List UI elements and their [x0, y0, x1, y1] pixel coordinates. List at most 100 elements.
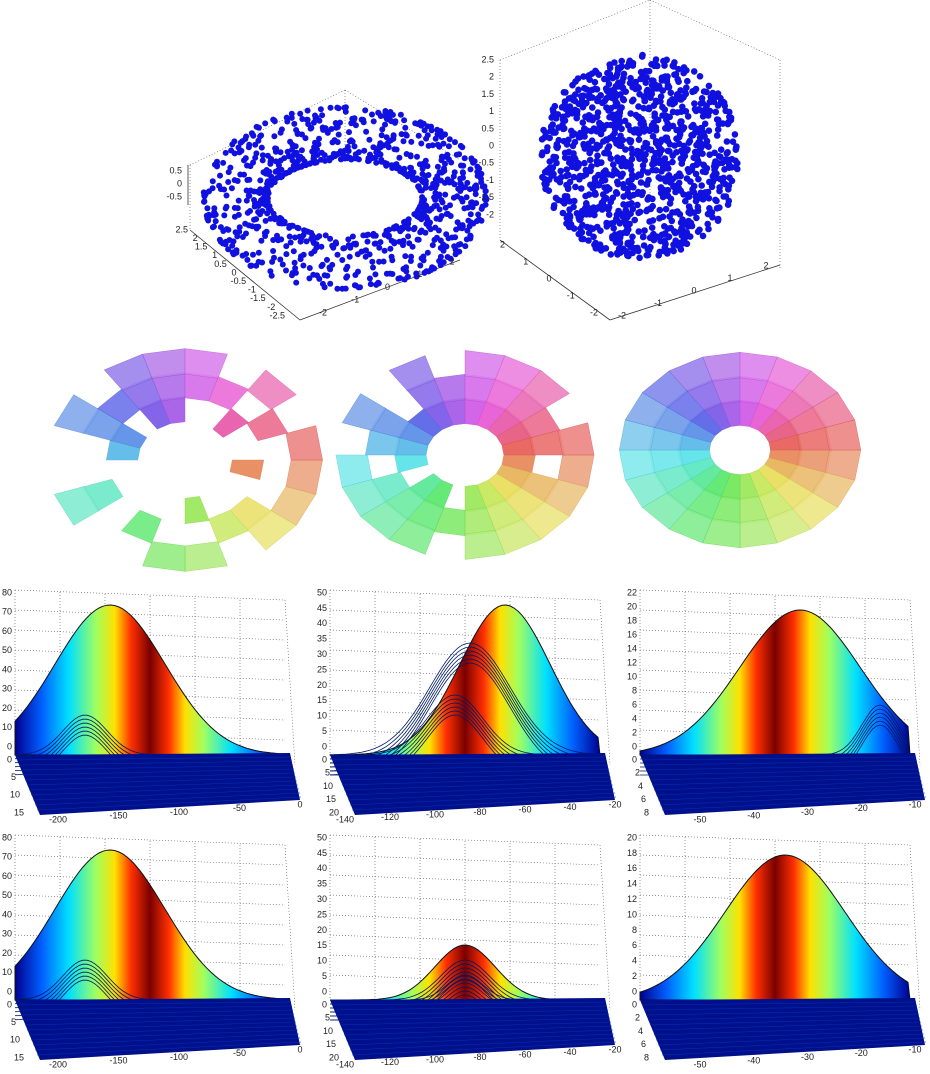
- scatter-point: [569, 156, 577, 163]
- floor-line: [341, 776, 612, 786]
- tick-label: 25: [317, 909, 327, 919]
- scatter-point: [245, 144, 252, 151]
- scatter-point: [328, 126, 335, 132]
- scatter-point: [724, 156, 732, 164]
- tick-label: 10: [627, 671, 637, 681]
- tick-label: 2: [193, 233, 198, 243]
- scatter-point: [321, 272, 328, 279]
- scatter-point: [675, 65, 682, 73]
- tick-label: 30: [317, 649, 327, 659]
- scatter-point: [346, 129, 352, 136]
- tick-label: 40: [2, 909, 12, 919]
- scatter-point: [272, 145, 279, 152]
- scatter-point: [311, 248, 318, 255]
- scatter-point: [250, 132, 257, 139]
- scatter-point: [271, 133, 278, 140]
- tick-label: -100: [426, 809, 444, 819]
- scatter-point: [629, 233, 636, 241]
- scatter-point: [300, 262, 307, 269]
- scatter-point: [434, 131, 441, 138]
- scatter-point: [417, 229, 424, 236]
- scatter-point: [632, 78, 639, 86]
- scatter-point: [436, 191, 443, 198]
- scatter-point: [253, 123, 260, 130]
- scatter-point: [252, 154, 259, 161]
- tick-label: -1.5: [478, 192, 494, 202]
- scatter-point: [717, 94, 724, 102]
- scatter-point: [586, 156, 594, 164]
- scatter-point: [619, 84, 627, 91]
- scatter-point: [255, 200, 261, 207]
- surface-patch: [388, 355, 436, 392]
- scatter-point: [282, 170, 289, 177]
- scatter-point: [408, 253, 415, 260]
- scatter-point: [634, 201, 641, 209]
- scatter-point: [238, 147, 245, 154]
- surface-patch: [247, 369, 297, 410]
- scatter-point: [681, 152, 689, 160]
- scatter-point: [351, 143, 358, 150]
- scatter-point: [626, 220, 633, 228]
- scatter-point: [705, 225, 712, 233]
- scatter-point: [369, 111, 375, 118]
- scatter-point: [291, 259, 298, 266]
- scatter-point: [614, 156, 621, 163]
- tick-label: -2: [618, 310, 626, 320]
- scatter-point: [304, 107, 311, 114]
- frame-line: [639, 834, 911, 846]
- scatter-point: [307, 125, 314, 132]
- scatter-point: [438, 197, 445, 204]
- scatter-point: [470, 220, 477, 227]
- scatter-point: [289, 272, 295, 279]
- scatter-point: [622, 248, 629, 255]
- scatter-point: [410, 226, 417, 233]
- scatter-point: [648, 77, 656, 84]
- scatter-point: [205, 217, 212, 224]
- scatter-point: [277, 157, 284, 164]
- scatter-point: [316, 135, 322, 142]
- scatter-point: [334, 151, 341, 157]
- scatter-point: [616, 220, 624, 227]
- scatter-point: [236, 224, 243, 231]
- scatter-point: [372, 240, 379, 247]
- scatter-point: [538, 151, 546, 159]
- scatter-point: [299, 155, 306, 162]
- floor-line: [341, 1021, 612, 1031]
- tick-label: 50: [317, 587, 327, 597]
- scatter-point: [377, 239, 384, 246]
- scatter-point: [552, 194, 560, 202]
- scatter-point: [681, 230, 689, 238]
- scatter-point: [467, 232, 474, 239]
- frame-line: [14, 589, 286, 601]
- scatter-point: [657, 237, 664, 245]
- scatter-point: [302, 135, 309, 142]
- tick-label: 0: [385, 282, 390, 292]
- scatter-point: [295, 225, 302, 232]
- scatter-point: [654, 116, 662, 124]
- scatter-point: [306, 265, 313, 271]
- scatter-point: [651, 59, 659, 67]
- scatter-point: [349, 233, 356, 240]
- scatter-point: [592, 191, 599, 198]
- scatter-point: [369, 258, 376, 265]
- scatter-point: [645, 176, 652, 184]
- scatter-point: [361, 147, 368, 154]
- tick-label: 15: [14, 807, 24, 817]
- contour-line: [329, 646, 599, 760]
- scatter-point: [696, 226, 703, 234]
- scatter-point: [685, 139, 693, 146]
- scatter-point: [441, 131, 448, 138]
- tick-label: 10: [323, 781, 333, 791]
- scatter-point: [246, 176, 253, 183]
- tick-label: 10: [10, 1035, 20, 1045]
- scatter-point: [228, 147, 235, 154]
- surface-patch: [53, 486, 100, 526]
- scatter-point: [627, 110, 634, 117]
- scatter-point: [687, 219, 695, 227]
- scatter-point: [478, 217, 485, 224]
- scatter-point: [575, 100, 582, 108]
- scatter-point: [408, 164, 414, 171]
- tick-label: 2: [449, 256, 454, 266]
- surface: [329, 604, 601, 756]
